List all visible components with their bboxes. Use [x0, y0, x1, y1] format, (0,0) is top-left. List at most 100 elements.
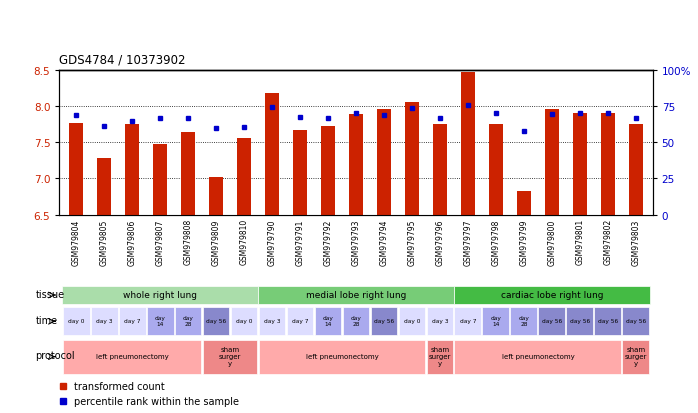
Text: day 0: day 0: [403, 318, 420, 323]
Text: GSM979791: GSM979791: [295, 219, 304, 265]
Text: day
28: day 28: [350, 316, 362, 326]
Bar: [510, 308, 537, 335]
Bar: [595, 308, 621, 335]
Text: sham
surger
y: sham surger y: [219, 346, 242, 366]
Text: whole right lung: whole right lung: [123, 290, 197, 299]
Bar: [293, 131, 307, 215]
Text: GSM979795: GSM979795: [408, 219, 417, 265]
Text: day
14: day 14: [491, 316, 501, 326]
Bar: [69, 123, 83, 215]
Text: day
28: day 28: [519, 316, 529, 326]
Text: day 0: day 0: [236, 318, 252, 323]
Bar: [482, 308, 510, 335]
Bar: [573, 113, 587, 215]
Bar: [405, 102, 419, 215]
Text: day 7: day 7: [292, 318, 309, 323]
Text: GSM979804: GSM979804: [72, 219, 81, 265]
Bar: [153, 145, 167, 215]
Bar: [623, 340, 649, 374]
Text: GSM979802: GSM979802: [603, 219, 612, 265]
Bar: [265, 94, 279, 215]
Text: GSM979796: GSM979796: [436, 219, 445, 265]
Text: GSM979808: GSM979808: [184, 219, 193, 265]
Text: day 3: day 3: [431, 318, 448, 323]
Bar: [601, 113, 615, 215]
Bar: [426, 308, 454, 335]
Bar: [321, 126, 335, 215]
Text: tissue: tissue: [36, 290, 65, 299]
Text: GSM979805: GSM979805: [100, 219, 109, 265]
Text: transformed count: transformed count: [73, 381, 164, 391]
Bar: [538, 308, 565, 335]
Bar: [426, 340, 454, 374]
Bar: [63, 308, 89, 335]
Text: day 56: day 56: [206, 318, 226, 323]
Text: GSM979798: GSM979798: [491, 219, 500, 265]
Text: GSM979799: GSM979799: [519, 219, 528, 265]
Text: day
14: day 14: [322, 316, 334, 326]
Bar: [230, 308, 258, 335]
Text: GSM979790: GSM979790: [267, 219, 276, 265]
Bar: [454, 308, 482, 335]
Text: day
14: day 14: [155, 316, 165, 326]
Bar: [454, 286, 650, 304]
Bar: [97, 159, 111, 215]
Text: sham
surger
y: sham surger y: [429, 346, 451, 366]
Bar: [147, 308, 174, 335]
Text: left pneumonectomy: left pneumonectomy: [306, 353, 378, 359]
Text: medial lobe right lung: medial lobe right lung: [306, 290, 406, 299]
Text: cardiac lobe right lung: cardiac lobe right lung: [500, 290, 603, 299]
Bar: [125, 125, 139, 215]
Bar: [258, 340, 425, 374]
Text: GSM979803: GSM979803: [631, 219, 640, 265]
Text: day 56: day 56: [626, 318, 646, 323]
Bar: [91, 308, 117, 335]
Bar: [63, 340, 202, 374]
Text: day 3: day 3: [264, 318, 281, 323]
Bar: [174, 308, 202, 335]
Text: GSM979793: GSM979793: [352, 219, 360, 265]
Bar: [258, 308, 285, 335]
Bar: [377, 109, 391, 215]
Text: GSM979800: GSM979800: [547, 219, 556, 265]
Text: percentile rank within the sample: percentile rank within the sample: [73, 396, 239, 406]
Bar: [287, 308, 313, 335]
Bar: [258, 286, 454, 304]
Text: left pneumonectomy: left pneumonectomy: [502, 353, 574, 359]
Text: GSM979810: GSM979810: [239, 219, 248, 265]
Bar: [461, 73, 475, 215]
Bar: [237, 139, 251, 215]
Bar: [517, 191, 531, 215]
Text: day 56: day 56: [597, 318, 618, 323]
Bar: [315, 308, 341, 335]
Text: GSM979792: GSM979792: [323, 219, 332, 265]
Text: GSM979807: GSM979807: [156, 219, 165, 265]
Bar: [371, 308, 397, 335]
Bar: [119, 308, 145, 335]
Text: GSM979797: GSM979797: [463, 219, 473, 265]
Text: day 7: day 7: [124, 318, 140, 323]
Bar: [489, 125, 503, 215]
Text: GSM979806: GSM979806: [128, 219, 137, 265]
Bar: [454, 340, 621, 374]
Text: sham
surger
y: sham surger y: [625, 346, 647, 366]
Bar: [181, 133, 195, 215]
Bar: [202, 340, 258, 374]
Bar: [629, 125, 643, 215]
Bar: [433, 125, 447, 215]
Bar: [349, 115, 363, 215]
Text: day
28: day 28: [183, 316, 193, 326]
Text: day 3: day 3: [96, 318, 112, 323]
Text: GSM979809: GSM979809: [211, 219, 221, 265]
Text: GDS4784 / 10373902: GDS4784 / 10373902: [59, 54, 186, 66]
Text: day 0: day 0: [68, 318, 84, 323]
Text: left pneumonectomy: left pneumonectomy: [96, 353, 168, 359]
Bar: [202, 308, 230, 335]
Bar: [545, 109, 559, 215]
Bar: [343, 308, 369, 335]
Text: time: time: [36, 315, 58, 325]
Bar: [567, 308, 593, 335]
Text: day 56: day 56: [374, 318, 394, 323]
Bar: [399, 308, 425, 335]
Bar: [62, 286, 258, 304]
